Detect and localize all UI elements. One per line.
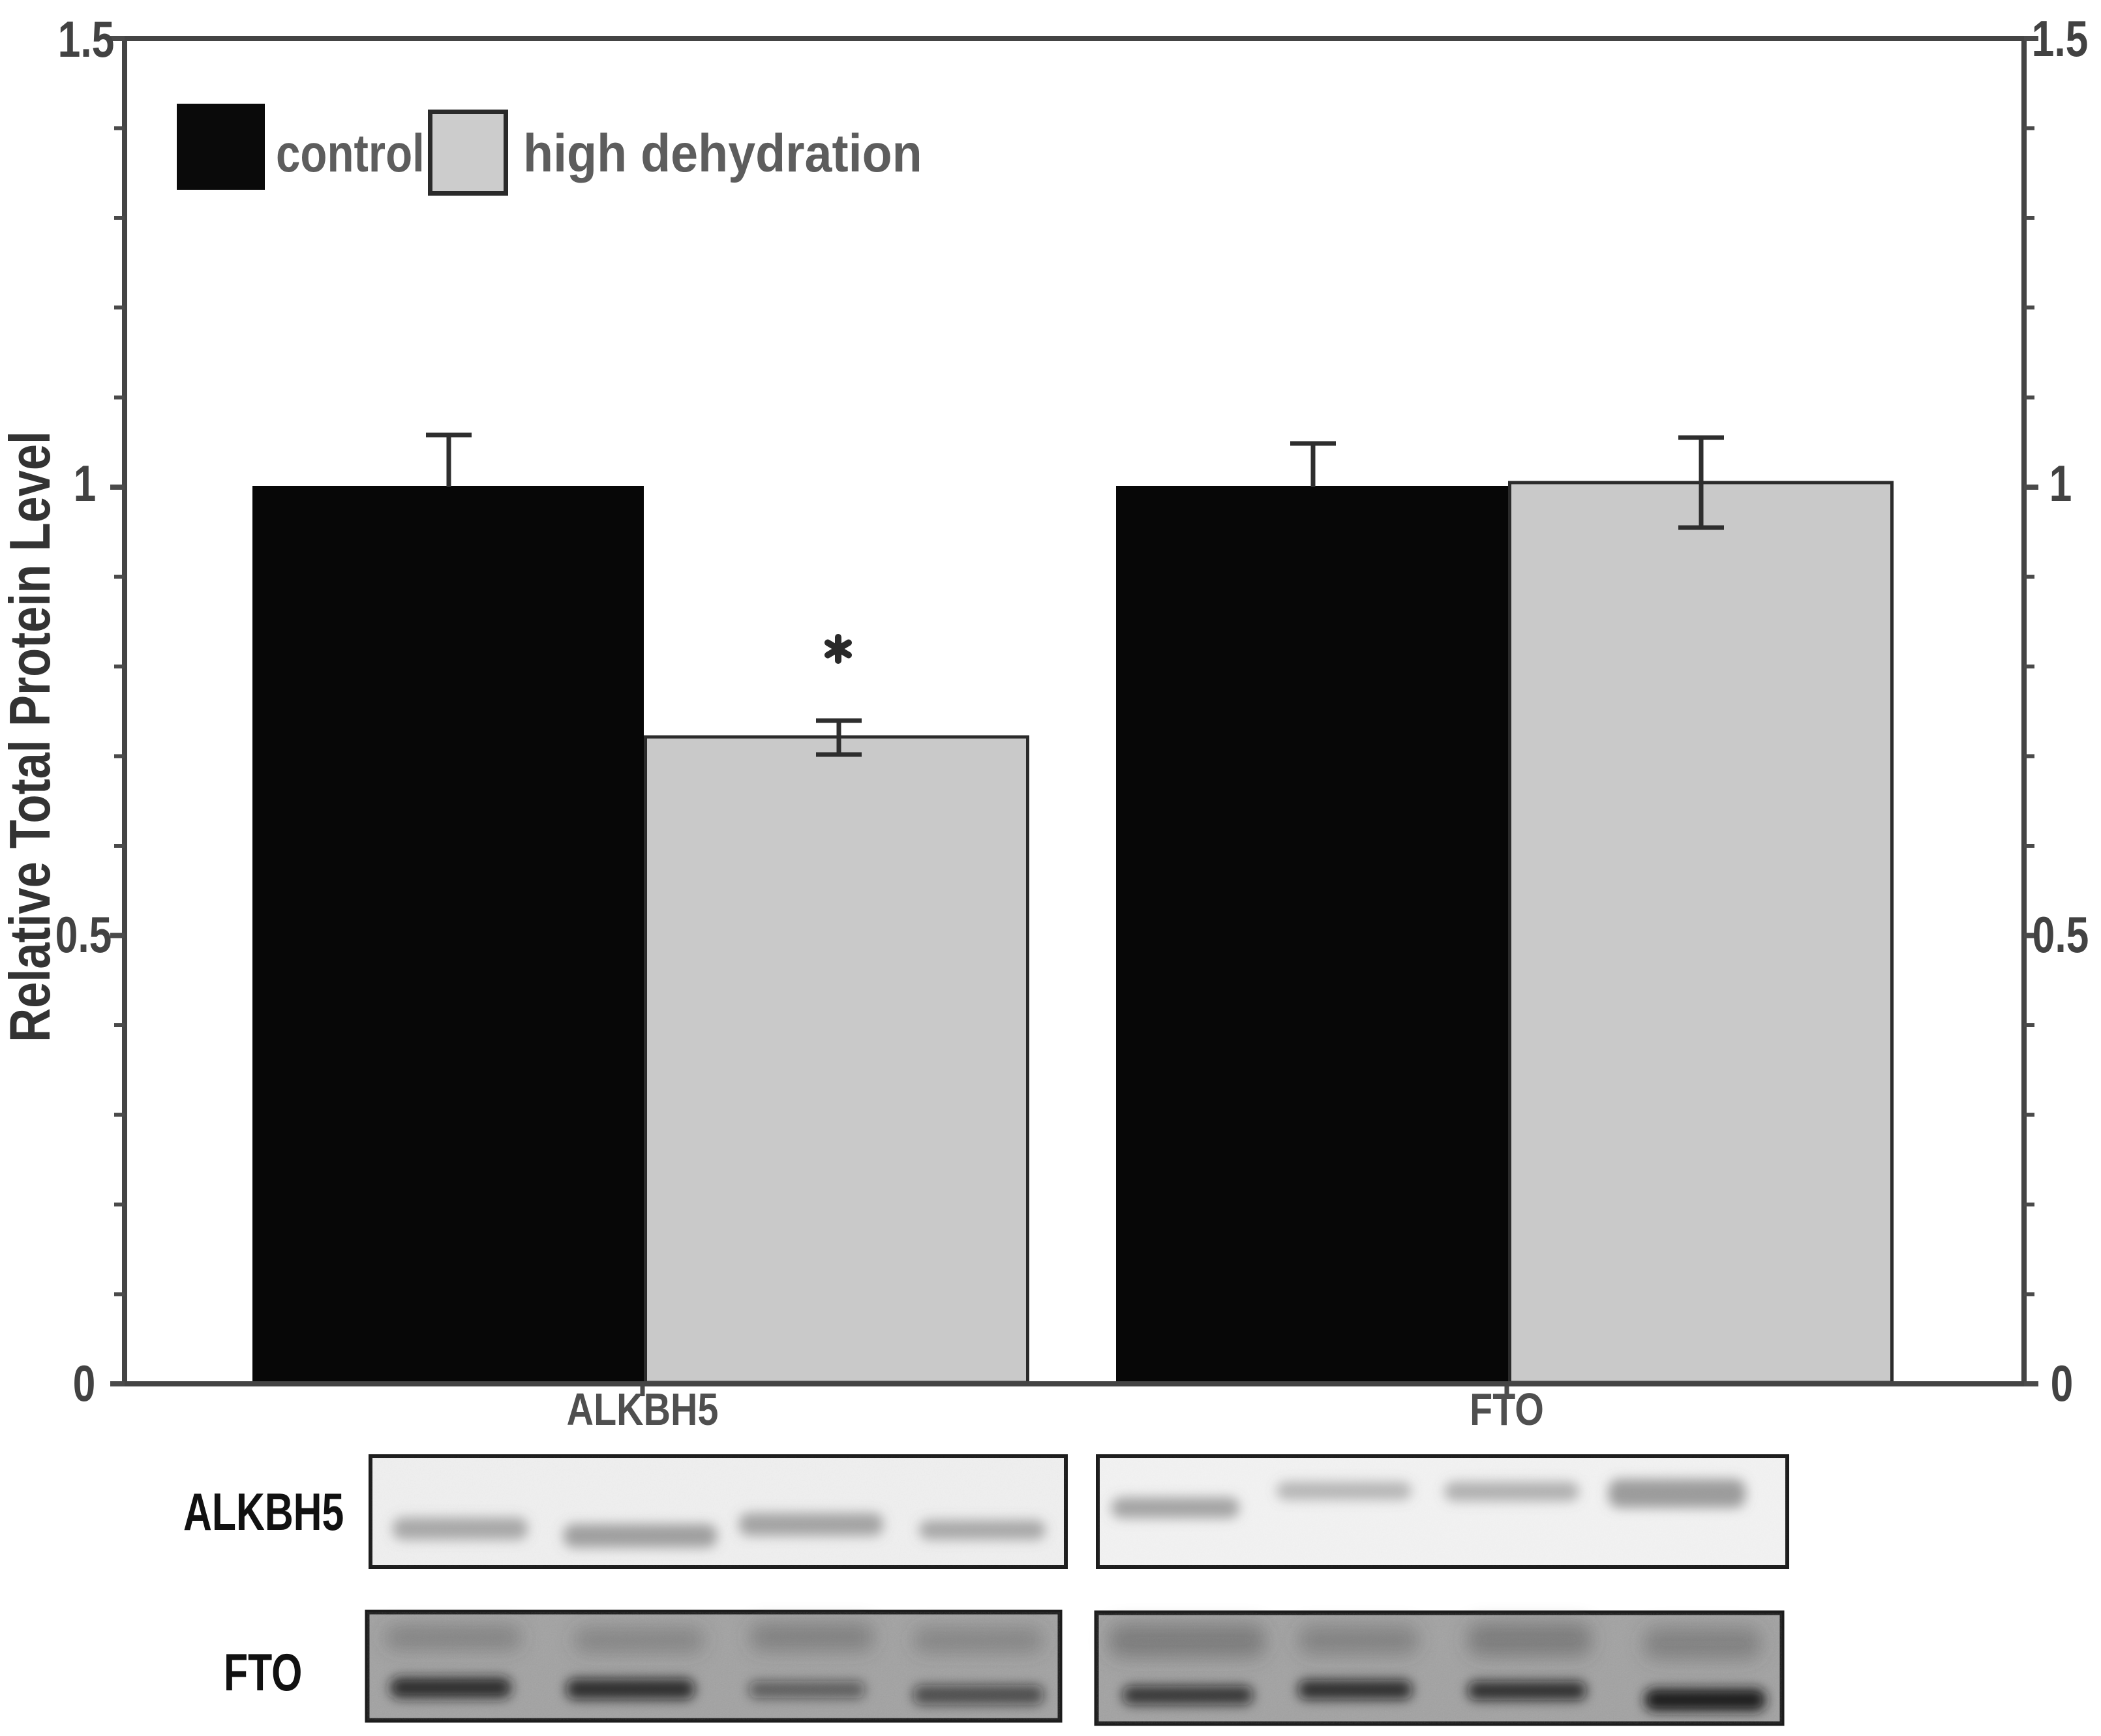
svg-text:ALKBH5: ALKBH5	[183, 1483, 344, 1542]
svg-text:FTO: FTO	[224, 1643, 302, 1703]
svg-text:0: 0	[2051, 1354, 2074, 1411]
svg-text:1.5: 1.5	[2032, 10, 2089, 67]
svg-text:0: 0	[73, 1354, 96, 1411]
svg-text:1: 1	[74, 455, 97, 511]
svg-text:FTO: FTO	[1470, 1384, 1544, 1435]
svg-text:control: control	[276, 123, 425, 183]
svg-text:1.5: 1.5	[58, 10, 115, 67]
svg-text:Relative Total Protein Level: Relative Total Protein Level	[0, 431, 63, 1042]
svg-text:0.5: 0.5	[55, 906, 112, 963]
svg-text:1: 1	[2049, 455, 2072, 511]
svg-text:0.5: 0.5	[2033, 906, 2089, 963]
svg-text:ALKBH5: ALKBH5	[567, 1384, 719, 1435]
svg-text:high dehydration: high dehydration	[523, 123, 922, 183]
